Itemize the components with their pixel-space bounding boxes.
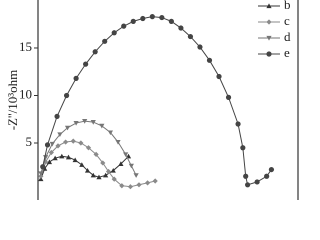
marker (268, 166, 275, 173)
marker (63, 92, 70, 99)
marker (43, 155, 49, 160)
marker (64, 125, 71, 131)
legend-marker (266, 3, 272, 9)
marker (90, 120, 96, 125)
marker (52, 155, 58, 161)
marker (59, 153, 65, 159)
marker (65, 154, 72, 160)
marker (225, 94, 232, 100)
marker (140, 15, 146, 22)
marker (54, 113, 60, 119)
legend-label: b (284, 0, 291, 12)
legend-label: c (284, 13, 290, 28)
marker (127, 184, 134, 190)
marker (216, 73, 222, 80)
marker (38, 173, 44, 179)
marker (49, 141, 55, 147)
marker (93, 151, 99, 157)
marker (110, 167, 116, 173)
marker (168, 18, 174, 24)
marker (57, 132, 63, 138)
marker (40, 164, 46, 170)
marker (240, 145, 246, 151)
marker (197, 44, 203, 50)
marker (55, 143, 61, 149)
marker (264, 173, 270, 179)
y-axis-label: -Z''/10³ohm (5, 70, 20, 131)
marker (103, 172, 109, 178)
marker (96, 174, 102, 180)
legend-marker (266, 35, 272, 41)
marker (133, 173, 139, 178)
marker (243, 173, 249, 179)
marker (46, 159, 53, 165)
marker (73, 120, 79, 126)
marker (90, 172, 96, 178)
marker (254, 179, 260, 185)
series-line (42, 16, 272, 186)
marker (245, 182, 251, 188)
marker (144, 180, 151, 186)
y-tick-label: 15 (19, 39, 32, 54)
marker (73, 75, 79, 81)
marker (235, 121, 241, 127)
marker (123, 152, 129, 157)
legend-label: e (284, 45, 290, 60)
marker (92, 49, 98, 55)
marker (105, 168, 112, 175)
marker (159, 14, 165, 21)
marker (102, 38, 108, 44)
marker (99, 123, 105, 129)
marker (178, 25, 184, 31)
marker (111, 30, 117, 36)
marker (70, 138, 76, 144)
marker (38, 171, 44, 176)
marker (115, 139, 121, 145)
legend-marker (266, 51, 272, 57)
marker (63, 139, 69, 145)
marker (149, 14, 155, 20)
marker (152, 178, 158, 184)
marker (128, 163, 134, 169)
y-tick-label: 10 (19, 86, 32, 101)
marker (48, 149, 54, 156)
marker (107, 130, 114, 136)
y-tick-label: 5 (26, 134, 33, 149)
marker (100, 160, 106, 166)
marker (85, 145, 92, 151)
legend-marker (266, 19, 272, 25)
marker (111, 176, 117, 182)
marker (187, 33, 194, 40)
marker (119, 183, 125, 189)
marker (130, 18, 136, 24)
marker (82, 119, 88, 124)
marker (83, 61, 89, 67)
marker (78, 140, 84, 146)
marker (206, 57, 213, 63)
marker (44, 142, 51, 148)
marker (72, 157, 78, 163)
marker (121, 23, 127, 29)
marker (118, 161, 124, 166)
marker (79, 162, 85, 167)
marker (84, 167, 91, 173)
marker (136, 182, 142, 188)
legend-label: d (284, 29, 291, 44)
